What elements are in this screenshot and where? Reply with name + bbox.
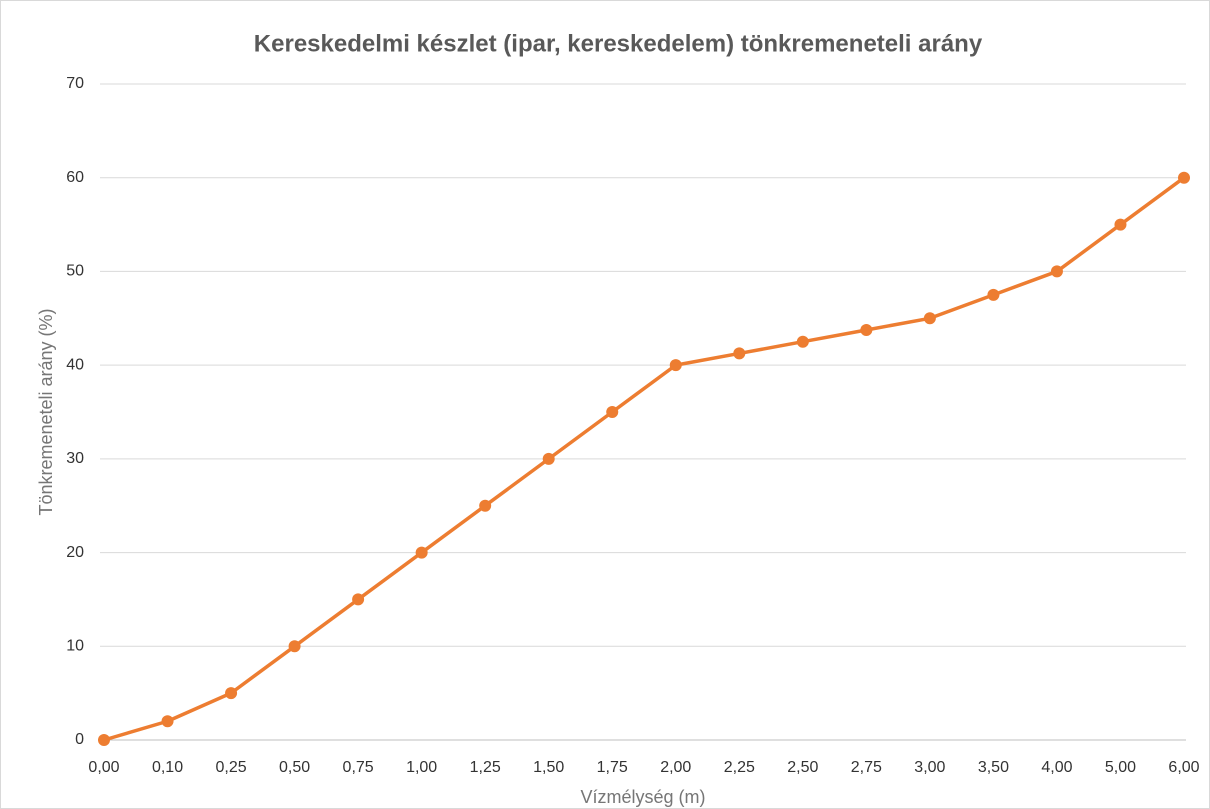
data-point [923, 312, 936, 325]
data-point [288, 640, 301, 653]
data-point [606, 406, 619, 418]
x-tick-label: 0,10 [152, 759, 183, 776]
data-point [352, 593, 365, 606]
x-tick-label: 5,00 [1105, 759, 1136, 776]
data-point [415, 546, 428, 559]
y-tick-label: 60 [66, 169, 84, 186]
x-tick-label: 0,50 [279, 759, 310, 776]
x-axis-title: Vízmélység (m) [580, 787, 705, 807]
x-tick-label: 3,00 [914, 759, 945, 776]
x-tick-label: 0,25 [215, 759, 246, 776]
y-tick-label: 50 [66, 263, 84, 280]
data-point [796, 335, 809, 348]
x-tick-label: 1,50 [533, 759, 564, 776]
data-point [1050, 265, 1063, 278]
y-tick-label: 20 [66, 544, 84, 561]
data-point [1114, 218, 1127, 231]
data-point [542, 452, 555, 465]
y-tick-label: 70 [66, 75, 84, 92]
y-tick-label: 10 [66, 638, 84, 655]
x-tick-label: 6,00 [1168, 759, 1199, 776]
data-line [103, 176, 1186, 742]
y-tick-label: 40 [66, 356, 84, 373]
x-tick-label: 2,50 [787, 759, 818, 776]
x-tick-label: 2,75 [851, 759, 882, 776]
data-point [1178, 171, 1190, 184]
x-tick-label: 0,75 [343, 759, 374, 776]
data-point [225, 687, 238, 700]
x-tick-label: 4,00 [1041, 759, 1072, 776]
x-tick-label: 1,00 [406, 759, 437, 776]
data-point [733, 347, 746, 360]
x-tick-label: 2,00 [660, 759, 691, 776]
chart-title: Kereskedelmi készlet (ipar, kereskedelem… [254, 30, 983, 57]
data-point [987, 288, 1000, 301]
data-point [479, 499, 492, 512]
y-axis-title: Tönkremeneteli arány (%) [36, 308, 56, 515]
x-tick-label: 3,50 [978, 759, 1009, 776]
x-tick-label: 2,25 [724, 759, 755, 776]
data-point [161, 715, 174, 728]
data-point [860, 324, 873, 336]
data-point [98, 734, 110, 746]
x-tick-label: 0,00 [88, 759, 119, 776]
y-tick-label: 30 [66, 450, 84, 467]
y-tick-label: 0 [75, 731, 84, 748]
data-point [669, 359, 682, 372]
x-tick-label: 1,25 [470, 759, 501, 776]
x-tick-label: 1,75 [597, 759, 628, 776]
